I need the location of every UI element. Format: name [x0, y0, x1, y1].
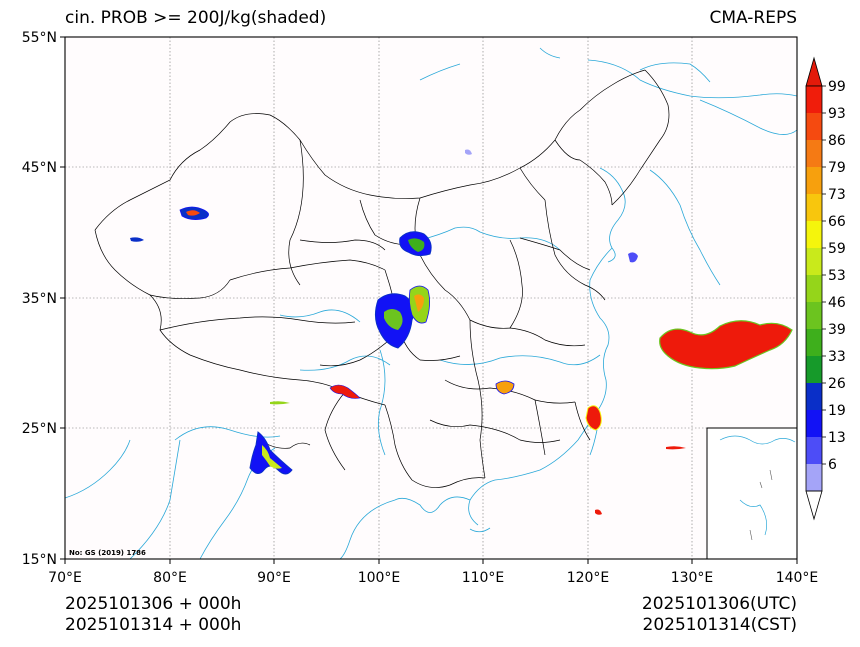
lon-label-100: 100°E — [358, 570, 401, 586]
colorbar-segment — [806, 464, 822, 491]
blob-east-china-sea — [659, 320, 793, 370]
colorbar-segment — [806, 140, 822, 167]
colorbar-label: 86 — [828, 133, 846, 149]
colorbar-segment — [806, 113, 822, 140]
lat-label-45: 45°N — [22, 160, 57, 176]
south-china-sea-inset — [706, 427, 798, 560]
lon-label-130: 130°E — [671, 570, 714, 586]
colorbar-extend-min — [805, 490, 823, 521]
colorbar-extend-max — [805, 56, 823, 87]
lon-label-110: 110°E — [462, 570, 505, 586]
map-approval-number: No: GS (2019) 1786 — [69, 549, 146, 557]
colorbar-segment — [806, 167, 822, 194]
blob-taiwan — [585, 405, 602, 431]
init-time-utc: 2025101306 + 000h — [65, 594, 242, 614]
colorbar-segment — [806, 410, 822, 437]
colorbar-label: 66 — [828, 214, 846, 230]
lon-label-90: 90°E — [257, 570, 291, 586]
colorbar-segment — [806, 86, 822, 113]
model-name: CMA-REPS — [709, 8, 797, 28]
colorbar-segment — [806, 275, 822, 302]
probability-shading — [130, 149, 793, 515]
coastlines — [64, 47, 798, 560]
footer-left: 2025101306 + 000h 2025101314 + 000h — [65, 594, 241, 636]
colorbar-segment — [806, 356, 822, 383]
lat-label-15: 15°N — [22, 552, 57, 568]
colorbar-frame — [805, 85, 823, 492]
init-time-cst: 2025101314 + 000h — [65, 615, 242, 635]
colorbar-label: 53 — [828, 268, 846, 284]
colorbar: 99 93 86 79 73 66 59 53 46 39 33 26 19 13 6 — [805, 56, 846, 521]
colorbar-segment — [806, 194, 822, 221]
blob-pacific — [666, 446, 686, 450]
colorbar-label: 99 — [828, 79, 846, 95]
borders — [94, 69, 670, 488]
lon-label-70: 70°E — [48, 570, 82, 586]
valid-time-utc: 2025101306(UTC) — [641, 594, 797, 614]
colorbar-label: 59 — [828, 241, 846, 257]
lon-label-140: 140°E — [776, 570, 819, 586]
colorbar-label: 13 — [828, 430, 846, 446]
lat-label-25: 25°N — [22, 421, 57, 437]
axis-ticks — [60, 36, 798, 564]
blob-shandong — [628, 252, 638, 263]
footer-right: 2025101306(UTC) 2025101314(CST) — [642, 594, 797, 636]
map-title: cin. PROB >= 200J/kg(shaded) — [65, 8, 327, 28]
colorbar-segment — [806, 383, 822, 410]
colorbar-label: 39 — [828, 322, 846, 338]
colorbar-label: 33 — [828, 349, 846, 365]
blob-tibet-south — [329, 384, 361, 399]
colorbar-label: 26 — [828, 376, 846, 392]
blob-hunan — [495, 380, 515, 395]
lat-label-35: 35°N — [22, 291, 57, 307]
colorbar-segment — [806, 437, 822, 464]
lon-label-120: 120°E — [567, 570, 610, 586]
colorbar-segment — [806, 329, 822, 356]
colorbar-label: 6 — [828, 457, 837, 473]
colorbar-label: 19 — [828, 403, 846, 419]
colorbar-label: 79 — [828, 160, 846, 176]
colorbar-label: 73 — [828, 187, 846, 203]
blob-bay-of-bengal — [249, 431, 293, 475]
colorbar-segment — [806, 221, 822, 248]
valid-time-cst: 2025101314(CST) — [642, 615, 797, 635]
colorbar-label: 46 — [828, 295, 846, 311]
lat-label-55: 55°N — [22, 30, 57, 46]
colorbar-segment — [806, 248, 822, 275]
lon-label-80: 80°E — [153, 570, 187, 586]
colorbar-segment — [806, 302, 822, 329]
blob-xinjiang-west — [130, 237, 144, 242]
colorbar-label: 93 — [828, 106, 846, 122]
gridlines — [65, 37, 797, 559]
